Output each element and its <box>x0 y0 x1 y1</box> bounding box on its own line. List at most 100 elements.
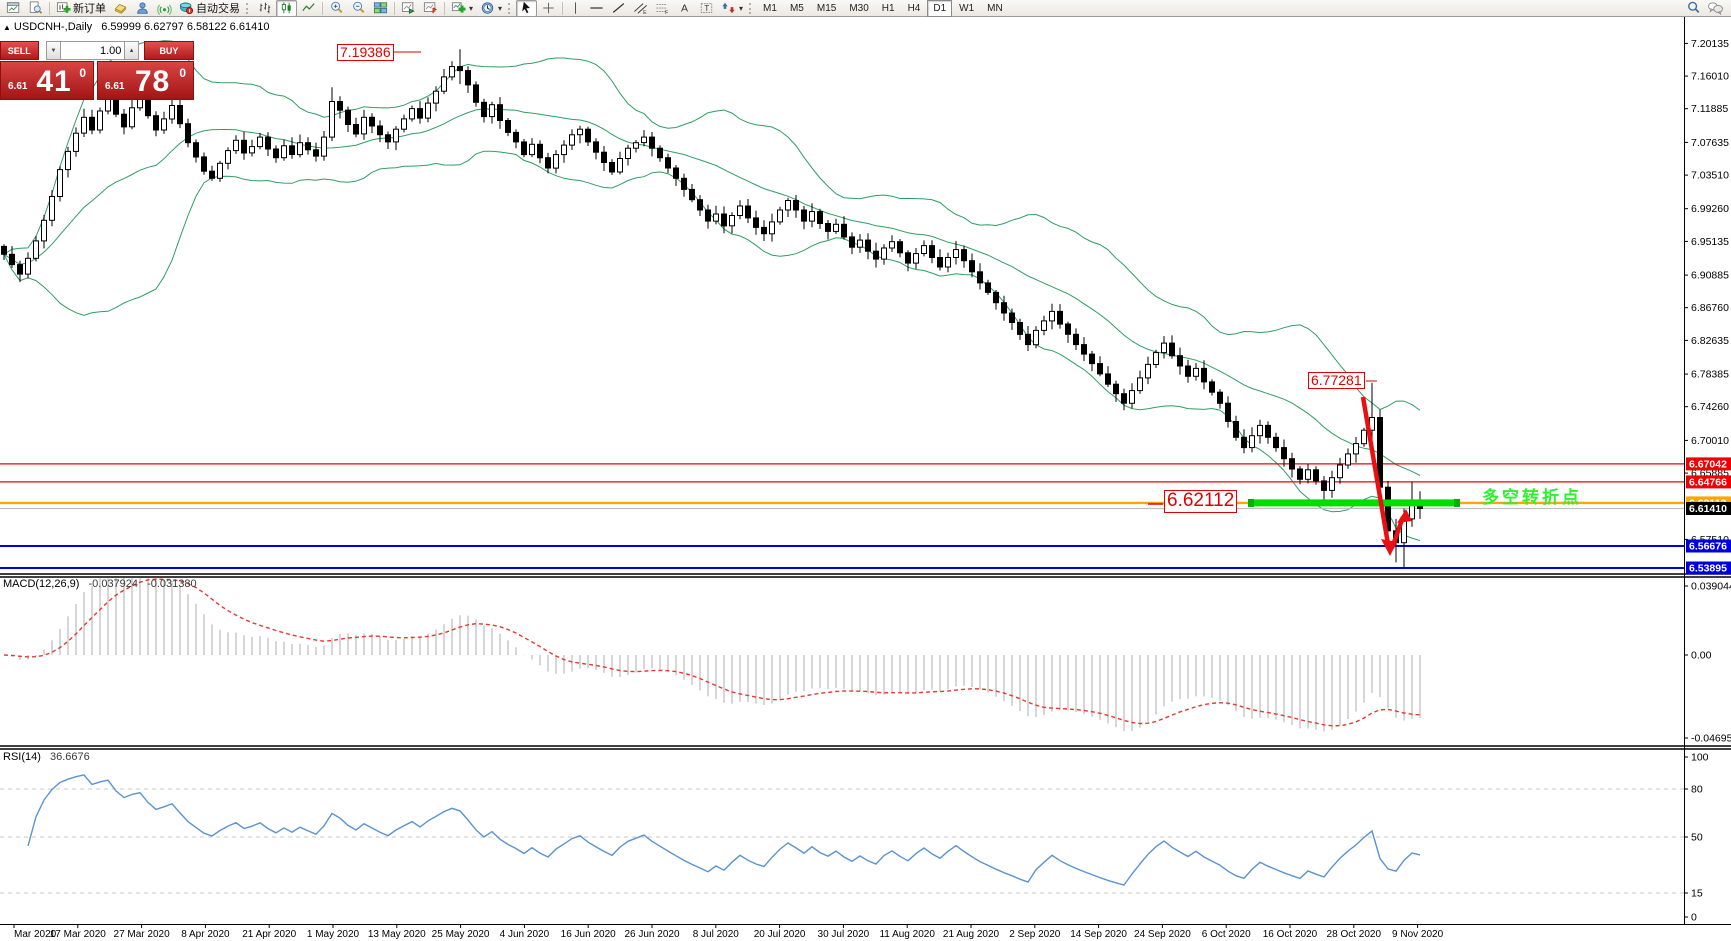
candle-bear <box>825 223 831 232</box>
candle-bear <box>985 282 991 293</box>
autotrade-button[interactable]: 自动交易 <box>176 0 243 17</box>
preview-button[interactable] <box>25 0 46 17</box>
equidistant-channel-button[interactable]: E <box>630 0 651 17</box>
new-chart-button[interactable] <box>398 0 419 17</box>
timeframe-h4[interactable]: H4 <box>907 2 921 14</box>
rsi-indicator-label: RSI(14) 36.6676 <box>3 751 90 763</box>
new-order-icon <box>56 2 71 13</box>
candle-bull <box>561 144 567 156</box>
candle-bull <box>41 219 47 242</box>
line-chart-button[interactable] <box>298 0 319 17</box>
trendline-tool-button[interactable] <box>608 0 629 17</box>
timeframe-m15[interactable]: M15 <box>816 2 837 14</box>
toolbar-grip[interactable] <box>246 2 251 14</box>
buy-button[interactable]: BUY <box>143 41 194 60</box>
candle-bear <box>305 142 311 151</box>
timeframe-w1[interactable]: W1 <box>959 2 975 14</box>
ask-price-box[interactable]: 6.61 78 0 <box>97 61 194 100</box>
toolbar-grip[interactable] <box>508 2 513 14</box>
timeframe-d1[interactable]: D1 <box>927 0 953 17</box>
candle-bear <box>145 97 151 117</box>
support-band-line[interactable] <box>1252 499 1456 507</box>
rsi-value: 36.6676 <box>49 751 90 763</box>
candle-bull <box>921 245 927 255</box>
candle-bear <box>649 136 655 149</box>
band-handle-right[interactable] <box>1454 498 1460 507</box>
candle-bull <box>169 105 175 120</box>
candle-bear <box>1217 391 1223 404</box>
accounts-button[interactable] <box>132 0 153 17</box>
timeframe-m5[interactable]: M5 <box>789 2 804 14</box>
signals-button[interactable] <box>154 0 175 17</box>
sell-button[interactable]: SELL <box>0 41 39 60</box>
candle-bear <box>209 170 215 179</box>
tile-windows-button[interactable] <box>370 0 391 17</box>
zoom-in-button[interactable] <box>326 0 347 17</box>
cursor-tool-button[interactable] <box>516 0 538 17</box>
chat-icon[interactable] <box>1707 1 1724 15</box>
candle-bull <box>33 240 39 259</box>
bar-chart-button[interactable] <box>254 0 275 17</box>
candle-bull <box>361 116 367 135</box>
candle-bear <box>481 101 487 118</box>
date-tick-label: 17 Mar 2020 <box>50 929 107 940</box>
bid-price-small: 6.61 <box>8 81 28 92</box>
crosshair-tool-button[interactable] <box>538 0 559 17</box>
timeframe-h1[interactable]: H1 <box>881 2 895 14</box>
support-price-label[interactable]: 6.62112 <box>1164 490 1238 513</box>
peak-price-label[interactable]: 7.19386 <box>337 44 394 62</box>
arrows-tool-button[interactable]: ▾ <box>718 0 746 17</box>
zoom-out-button[interactable] <box>348 0 369 17</box>
candle-bull <box>1129 390 1135 404</box>
date-tick-label: 14 Sep 2020 <box>1070 929 1127 940</box>
candle-chart-button[interactable] <box>276 0 297 17</box>
candle-bull <box>617 158 623 173</box>
profiles-button[interactable] <box>420 0 441 17</box>
candle-bull <box>1305 469 1311 480</box>
candle-bear <box>1009 312 1015 323</box>
rsi-tick-label: 15 <box>1691 888 1703 900</box>
indicators-button[interactable]: ▾ <box>448 0 476 17</box>
text-label-tool-button[interactable]: T <box>696 0 717 17</box>
volume-increase-button[interactable]: ▲ <box>124 41 139 60</box>
toolbar-grip[interactable] <box>749 2 754 14</box>
candle-bear <box>961 249 967 262</box>
drop-price-label[interactable]: 6.77281 <box>1308 372 1365 390</box>
cursor-icon <box>522 1 531 14</box>
candle-bear <box>1113 383 1119 395</box>
candle-bear <box>337 101 343 111</box>
volume-input[interactable]: 1.00 <box>60 41 125 60</box>
candle-bear <box>385 134 391 143</box>
text-tool-button[interactable]: A <box>674 0 695 17</box>
candle-bear <box>905 252 911 264</box>
candle-bear <box>417 108 423 119</box>
chart-window-button[interactable] <box>3 0 24 17</box>
fibonacci-tool-button[interactable]: F <box>652 0 673 17</box>
candle-bear <box>153 115 159 131</box>
vline-tool-button[interactable] <box>566 0 585 17</box>
new-order-button[interactable]: 新订单 <box>53 0 109 17</box>
search-icon[interactable] <box>1686 1 1701 15</box>
candle-bear <box>1185 365 1191 377</box>
one-click-trading-panel: SELL ▼ 1.00 ▲ BUY 6.61 41 0 6.61 78 0 <box>0 41 194 100</box>
volume-decrease-button[interactable]: ▼ <box>46 41 61 60</box>
down-arrow-shaft[interactable] <box>1360 396 1391 545</box>
macd-main-value: -0.037924 <box>88 578 139 590</box>
timeframe-m30[interactable]: M30 <box>849 2 869 14</box>
candle-bear <box>873 250 879 260</box>
hline-tool-button[interactable] <box>586 0 607 17</box>
timeframe-mn[interactable]: MN <box>987 2 1003 14</box>
red-arrows[interactable] <box>392 51 1412 556</box>
band-handle-left[interactable] <box>1248 498 1254 507</box>
timeframe-m1[interactable]: M1 <box>763 2 777 14</box>
candle-bull <box>329 101 335 138</box>
history-center-button[interactable] <box>110 0 131 17</box>
turning-point-text[interactable]: 多空转折点 <box>1482 488 1582 507</box>
horizontal-lines[interactable] <box>0 463 1684 569</box>
bid-price-box[interactable]: 6.61 41 0 <box>0 61 94 100</box>
vertical-line-icon <box>575 2 576 14</box>
green-support-band[interactable] <box>1248 498 1460 507</box>
periods-button[interactable]: ▾ <box>477 0 505 17</box>
